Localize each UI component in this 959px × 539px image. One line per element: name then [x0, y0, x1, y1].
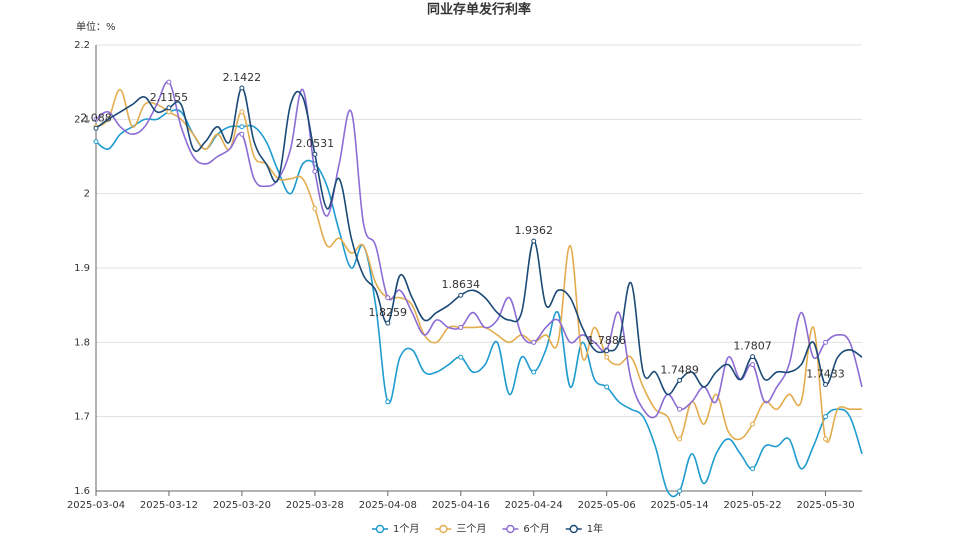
point-marker — [166, 105, 172, 111]
data-label: 1.7489 — [660, 363, 699, 376]
point-marker — [93, 139, 99, 145]
x-tick-label: 2025-05-14 — [651, 500, 709, 511]
point-marker — [312, 168, 318, 174]
y-tick-label: 2.1 — [74, 114, 90, 125]
point-marker — [750, 354, 756, 360]
point-marker — [823, 414, 829, 420]
legend-swatch-marker — [506, 524, 515, 534]
legend-item[interactable]: 6个月 — [502, 523, 550, 535]
point-marker — [239, 124, 245, 130]
point-marker — [677, 488, 683, 494]
data-label: 2.1422 — [223, 71, 262, 84]
point-marker — [531, 369, 537, 375]
y-tick-label: 2 — [84, 189, 90, 200]
point-marker — [458, 324, 464, 330]
data-label: 1.7886 — [587, 334, 626, 347]
data-label: 1.8634 — [442, 278, 481, 291]
y-axis-unit: 单位：% — [76, 20, 116, 33]
y-tick-label: 1.6 — [74, 486, 90, 497]
point-marker — [531, 339, 537, 345]
x-tick-label: 2025-03-12 — [140, 500, 198, 511]
legend-item[interactable]: 三个月 — [435, 523, 486, 535]
data-label: 1.7433 — [806, 367, 845, 380]
point-marker — [239, 109, 245, 115]
point-marker — [166, 79, 172, 85]
series-line — [95, 80, 863, 419]
point-marker — [823, 436, 829, 442]
point-marker — [458, 354, 464, 360]
data-label: 1.9362 — [514, 224, 553, 237]
chart-title: 同业存单发行利率 — [427, 2, 531, 18]
y-tick-label: 2.2 — [74, 40, 90, 51]
y-tick-label: 1.7 — [74, 412, 90, 423]
y-tick-label: 1.8 — [74, 337, 90, 348]
point-marker — [750, 362, 756, 368]
point-marker — [93, 116, 99, 122]
x-tick-label: 2025-03-28 — [286, 500, 344, 511]
legend-item[interactable]: 1个月 — [372, 523, 419, 535]
point-marker — [823, 381, 829, 387]
point-marker — [677, 406, 683, 412]
legend-label: 1年 — [587, 522, 603, 535]
point-marker — [604, 354, 610, 360]
point-marker — [385, 399, 391, 405]
point-marker — [93, 125, 99, 131]
point-marker — [604, 348, 610, 354]
data-label: 2.0531 — [296, 137, 335, 150]
point-marker — [239, 85, 245, 91]
point-marker — [677, 377, 683, 383]
point-marker — [823, 339, 829, 345]
data-label: 1.8259 — [369, 306, 408, 319]
x-tick-label: 2025-05-22 — [724, 500, 782, 511]
x-tick-label: 2025-05-30 — [796, 500, 854, 511]
point-marker — [312, 151, 318, 157]
legend-item[interactable]: 1年 — [565, 522, 603, 535]
point-marker — [604, 384, 610, 390]
x-tick-label: 2025-04-16 — [432, 500, 490, 511]
legend-label: 三个月 — [456, 523, 486, 535]
x-tick-label: 2025-04-24 — [505, 500, 563, 511]
point-marker — [239, 131, 245, 137]
x-tick-label: 2025-03-04 — [67, 500, 125, 511]
series-line — [95, 108, 863, 498]
point-marker — [385, 295, 391, 301]
point-marker — [312, 206, 318, 212]
point-marker — [166, 109, 172, 115]
series-line — [95, 88, 862, 443]
point-marker — [531, 238, 537, 244]
legend-label: 6个月 — [523, 523, 549, 535]
point-marker — [677, 436, 683, 442]
point-marker — [750, 466, 756, 472]
legend-swatch-marker — [375, 524, 385, 534]
y-tick-label: 1.9 — [74, 263, 90, 274]
series-line — [95, 87, 863, 396]
point-marker — [458, 292, 464, 298]
data-label: 1.7807 — [733, 340, 772, 353]
legend-label: 1个月 — [393, 523, 419, 535]
data-label: 2.1155 — [150, 91, 189, 104]
legend-swatch-marker — [569, 524, 578, 534]
x-tick-label: 2025-05-06 — [578, 500, 636, 511]
point-marker — [385, 320, 391, 326]
x-tick-label: 2025-04-08 — [359, 500, 417, 511]
data-label: 2.088 — [80, 111, 112, 124]
x-tick-label: 2025-03-20 — [213, 500, 271, 511]
point-marker — [750, 421, 756, 427]
legend-swatch-marker — [439, 524, 448, 534]
